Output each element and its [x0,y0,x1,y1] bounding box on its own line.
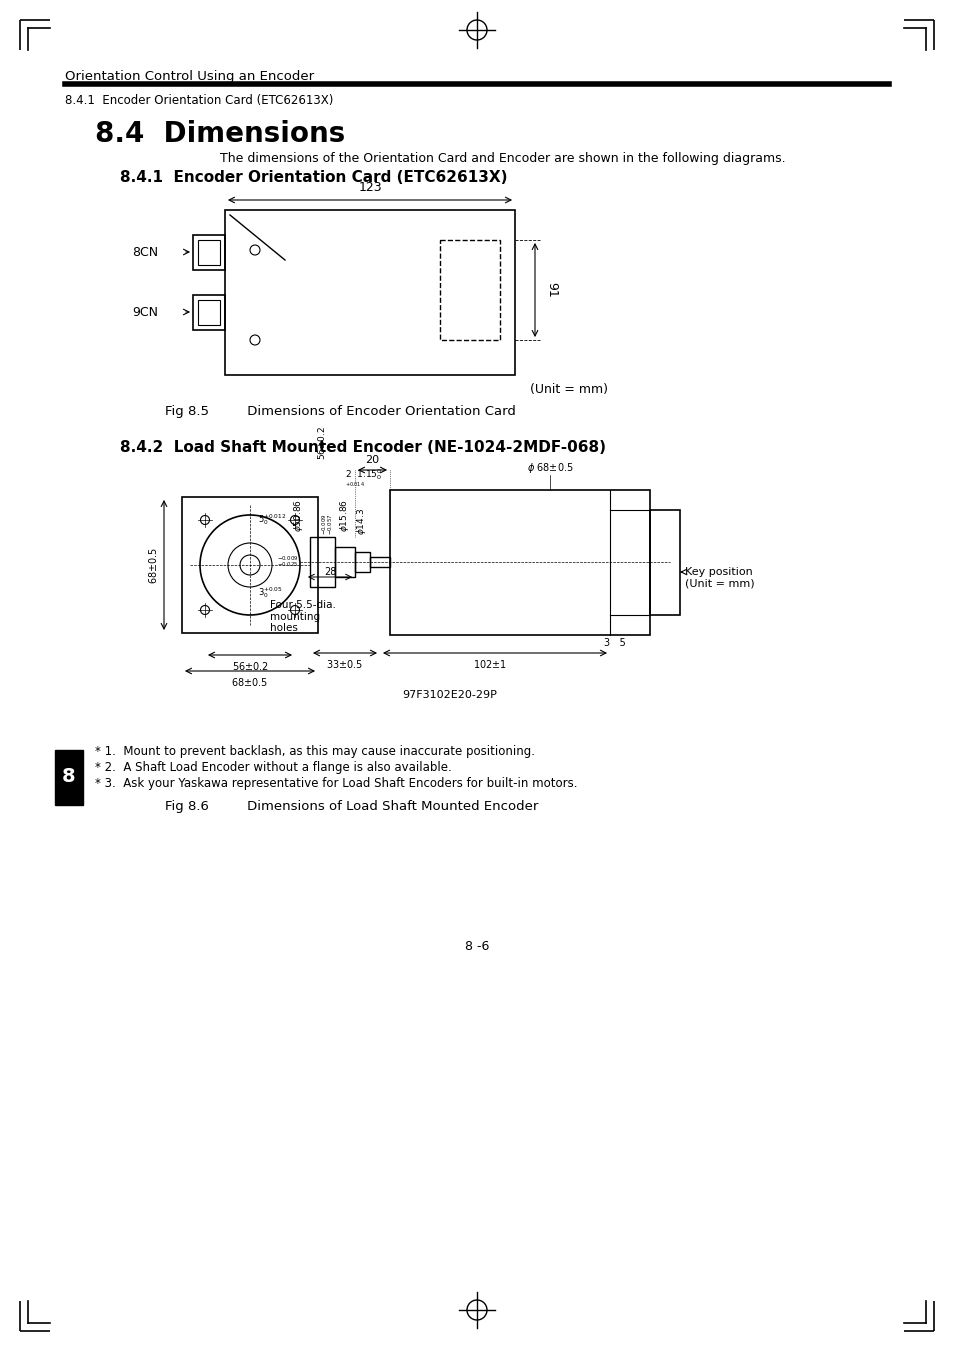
Text: 8.4.1  Encoder Orientation Card (ETC62613X): 8.4.1 Encoder Orientation Card (ETC62613… [120,170,507,185]
Text: (Unit = mm): (Unit = mm) [530,382,607,396]
Bar [370,557,390,567]
Text: 8.4.2  Load Shaft Mounted Encoder (NE-1024-2MDF-068): 8.4.2 Load Shaft Mounted Encoder (NE-102… [120,440,605,455]
Bar [193,295,225,330]
Text: $\phi$50.86: $\phi$50.86 [292,499,305,532]
Text: 8CN: 8CN [132,246,158,258]
Bar [310,536,335,586]
Bar [355,553,370,571]
Bar [198,240,220,265]
Text: 68$\pm$0.5: 68$\pm$0.5 [232,676,269,688]
Text: 3   5: 3 5 [603,638,625,648]
Bar [193,235,225,270]
Text: (Unit = mm): (Unit = mm) [684,580,754,589]
Text: 68$\pm$0.5: 68$\pm$0.5 [147,546,159,584]
Text: 20: 20 [365,455,378,465]
Bar [225,209,515,376]
Text: 56$\pm$0.2: 56$\pm$0.2 [316,426,327,459]
Text: $^{-0.009}_{-0.057}$: $^{-0.009}_{-0.057}$ [320,513,335,535]
Text: * 3.  Ask your Yaskawa representative for Load Shaft Encoders for built-in motor: * 3. Ask your Yaskawa representative for… [95,777,577,790]
Text: * 2.  A Shaft Load Encoder without a flange is also available.: * 2. A Shaft Load Encoder without a flan… [95,761,452,774]
Text: 8.4  Dimensions: 8.4 Dimensions [95,120,345,149]
Text: 102$\pm$1: 102$\pm$1 [473,658,506,670]
Text: 28: 28 [323,567,335,577]
Text: Four 5.5-dia.
mounting
holes: Four 5.5-dia. mounting holes [270,600,335,634]
Text: $\phi$ 68$\pm$0.5: $\phi$ 68$\pm$0.5 [526,461,573,476]
Text: 8.4.1  Encoder Orientation Card (ETC62613X): 8.4.1 Encoder Orientation Card (ETC62613… [65,95,333,107]
Bar [335,547,355,577]
Text: 56$\pm$0.2: 56$\pm$0.2 [232,661,268,671]
Text: 3$^{+0.05}_{0}$: 3$^{+0.05}_{0}$ [257,585,282,600]
Text: 5$^{+0.012}_{0}$: 5$^{+0.012}_{0}$ [257,512,286,527]
Text: 97F3102E20-29P: 97F3102E20-29P [402,690,497,700]
Bar [55,750,83,805]
Text: $^{+0.014}$: $^{+0.014}$ [345,481,365,486]
Text: 2  1.15$^{0}_{0}$: 2 1.15$^{0}_{0}$ [345,467,382,482]
Text: 123: 123 [357,181,381,195]
Bar [439,240,499,340]
Text: 9CN: 9CN [132,305,158,319]
Text: Key position: Key position [684,567,752,577]
Text: $^{-0.009}_{-0.025}$: $^{-0.009}_{-0.025}$ [276,554,297,570]
Bar [198,300,220,326]
Text: 8: 8 [62,767,75,786]
Text: $\phi$14.3: $\phi$14.3 [355,508,368,535]
Bar [182,497,317,634]
Text: 8 -6: 8 -6 [464,940,489,952]
Text: Orientation Control Using an Encoder: Orientation Control Using an Encoder [65,70,314,82]
Text: Fig 8.5         Dimensions of Encoder Orientation Card: Fig 8.5 Dimensions of Encoder Orientatio… [165,405,516,417]
Text: $\phi$15.86: $\phi$15.86 [338,499,351,532]
Text: Fig 8.6         Dimensions of Load Shaft Mounted Encoder: Fig 8.6 Dimensions of Load Shaft Mounted… [165,800,537,813]
Text: The dimensions of the Orientation Card and Encoder are shown in the following di: The dimensions of the Orientation Card a… [220,153,785,165]
Text: 33$\pm$0.5: 33$\pm$0.5 [326,658,363,670]
Bar [390,490,649,635]
Text: * 1.  Mount to prevent backlash, as this may cause inaccurate positioning.: * 1. Mount to prevent backlash, as this … [95,744,535,758]
Text: 91: 91 [544,282,558,297]
Bar [649,509,679,615]
